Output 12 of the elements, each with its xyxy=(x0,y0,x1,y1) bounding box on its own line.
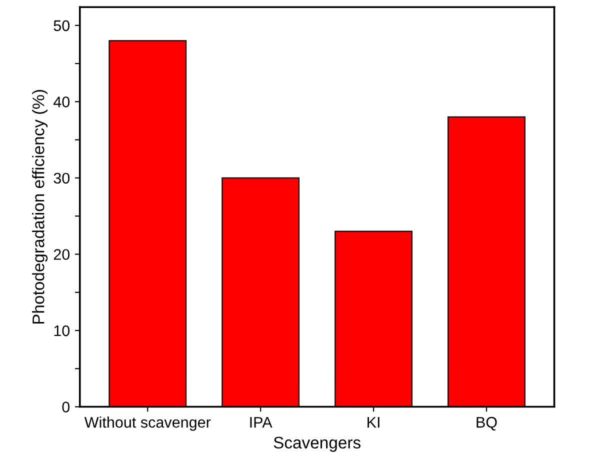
x-axis-title: Scavengers xyxy=(274,436,360,452)
y-axis-title: Photodegradation efficiency (%) xyxy=(32,90,48,324)
y-tick-label: 10 xyxy=(54,325,70,336)
y-tick-label: 0 xyxy=(62,402,70,412)
x-tick-label: KI xyxy=(368,417,380,428)
y-tick-label: 50 xyxy=(54,20,70,32)
y-tick-label: 20 xyxy=(54,249,70,260)
x-tick-label: Without scavenger xyxy=(84,416,211,431)
x-tick-label: IPA xyxy=(250,417,272,428)
x-tick-label: BQ xyxy=(476,416,497,430)
y-tick-label: 30 xyxy=(54,172,70,184)
y-tick-label: 40 xyxy=(54,96,70,108)
